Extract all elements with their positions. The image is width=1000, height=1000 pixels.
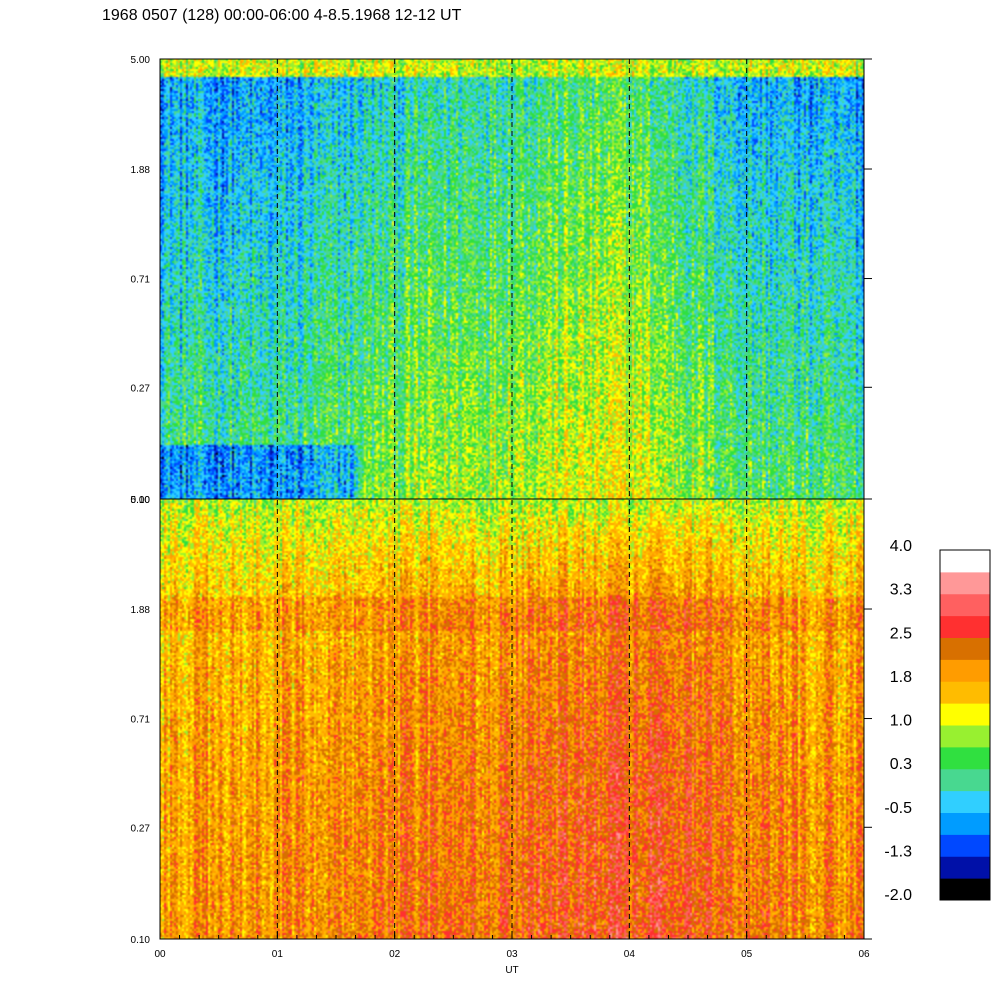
- colorbar-label: 3.3: [890, 582, 912, 599]
- colorbar-label: -1.3: [884, 843, 912, 860]
- colorbar-swatch: [940, 856, 990, 879]
- colorbar-swatch: [940, 637, 990, 660]
- colorbar-swatch: [940, 550, 990, 573]
- x-tick-label: 02: [389, 949, 401, 960]
- colorbar-swatch: [940, 790, 990, 813]
- y-axis-ticks: 0.100.270.711.885.000.100.270.711.885.00: [131, 55, 872, 946]
- colorbar-swatch: [940, 812, 990, 835]
- x-tick-label: 03: [506, 949, 518, 960]
- x-tick-label: 01: [272, 949, 284, 960]
- y-tick-label: 5.00: [131, 495, 151, 506]
- vertical-gridlines: [276, 59, 748, 939]
- x-tick-label: 06: [858, 949, 870, 960]
- y-tick-label: 0.10: [131, 935, 151, 946]
- colorbar-swatch: [940, 593, 990, 617]
- y-tick-label: 1.88: [131, 605, 151, 616]
- colorbar-swatch: [940, 681, 990, 704]
- colorbar-label: 1.0: [890, 713, 912, 730]
- colorbar-label: -2.0: [884, 887, 912, 904]
- colorbar-swatch: [940, 834, 990, 857]
- y-tick-label: 1.88: [131, 165, 151, 176]
- colorbar-label: 0.3: [890, 756, 912, 773]
- chart-title: 1968 0507 (128) 00:00-06:00 4-8.5.1968 1…: [102, 7, 462, 24]
- colorbar-label: 2.5: [890, 625, 912, 642]
- x-axis-ticks: 00 01 02 03 04 05 06: [154, 931, 870, 960]
- colorbar-frame: [939, 549, 991, 901]
- colorbar-swatch: [940, 768, 990, 792]
- x-tick-label: 00: [154, 949, 166, 960]
- x-tick-label: 05: [741, 949, 753, 960]
- y-tick-label: 0.27: [131, 823, 151, 834]
- colorbar: 4.0 3.3 2.5 1.8 1.0 0.3 -0.5 -1.3 -2.0: [884, 538, 991, 904]
- colorbar-swatch: [940, 615, 990, 638]
- colorbar-swatch: [940, 703, 990, 726]
- y-tick-label: 0.71: [131, 715, 151, 726]
- colorbar-swatch: [940, 659, 990, 682]
- colorbar-swatch: [940, 571, 990, 595]
- y-tick-label: 0.10: [131, 495, 151, 506]
- colorbar-swatch: [940, 746, 990, 770]
- y-tick-label: 0.71: [131, 275, 151, 286]
- x-axis-label: UT: [505, 965, 518, 976]
- colorbar-swatch: [940, 725, 990, 748]
- colorbar-label: 4.0: [890, 538, 912, 555]
- x-tick-label: 04: [624, 949, 636, 960]
- y-tick-label: 0.27: [131, 383, 151, 394]
- y-tick-label: 5.00: [131, 55, 151, 66]
- colorbar-swatch: [940, 878, 990, 901]
- colorbar-label: -0.5: [884, 800, 912, 817]
- colorbar-label: 1.8: [890, 669, 912, 686]
